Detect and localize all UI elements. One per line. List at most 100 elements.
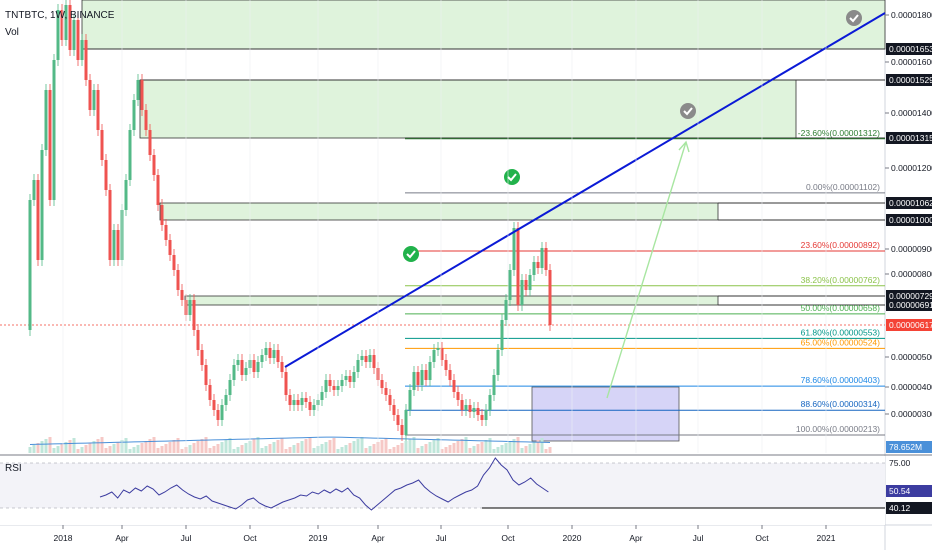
- volume-bar: [192, 443, 196, 453]
- price-badge-label: 0.00001315: [889, 133, 932, 143]
- candle-body: [128, 130, 132, 180]
- volume-bar: [328, 440, 332, 453]
- candle-body: [272, 350, 276, 358]
- candle-body: [428, 362, 432, 380]
- candle-body: [268, 348, 272, 358]
- volume-bar: [268, 444, 272, 453]
- candle-body: [112, 230, 116, 260]
- volume-bar: [280, 438, 284, 453]
- volume-bar: [412, 437, 416, 453]
- candle-body: [476, 408, 480, 415]
- volume-bar: [240, 445, 244, 453]
- target-box[interactable]: [531, 386, 680, 442]
- volume-bar: [312, 448, 316, 453]
- candle-body: [424, 370, 428, 380]
- candle-body: [292, 400, 296, 405]
- volume-bar: [304, 439, 308, 453]
- volume-bar: [168, 442, 172, 453]
- candle-body: [208, 385, 212, 400]
- volume-bar: [256, 437, 260, 453]
- fib-level-label: 88.60%(0.00000314): [801, 399, 881, 409]
- candle-body: [60, 10, 64, 40]
- candle-body: [324, 380, 328, 392]
- volume-bar: [336, 449, 340, 453]
- candle-body: [144, 110, 148, 130]
- time-tick-label: Oct: [243, 533, 257, 543]
- symbol-title[interactable]: TNTBTC, 1W, BINANCE: [5, 10, 115, 21]
- candle-body: [56, 10, 60, 60]
- volume-bar: [368, 446, 372, 453]
- price-tick-label: 0.00000400: [891, 382, 932, 392]
- volume-bar: [272, 442, 276, 453]
- fib-level-label: 38.20%(0.00000762): [801, 275, 881, 285]
- volume-bar: [84, 445, 88, 453]
- candle-body: [188, 300, 192, 315]
- volume-bar: [88, 443, 92, 453]
- candle-body: [256, 362, 260, 372]
- candle-body: [524, 280, 528, 290]
- price-badge-label: 0.00001062: [889, 198, 932, 208]
- candle-body: [456, 392, 460, 400]
- volume-bar: [124, 438, 128, 453]
- time-tick-label: Jul: [693, 533, 704, 543]
- time-axis[interactable]: 2018 Apr Jul Oct 2019 Apr Jul Oct 2020 Apr Jul Oct 2…: [54, 0, 836, 543]
- candle-body: [140, 80, 144, 110]
- main-pane[interactable]: [0, 0, 885, 453]
- volume-bar: [308, 437, 312, 453]
- ascending-trendline[interactable]: [284, 12, 886, 368]
- check-icon: [680, 103, 696, 119]
- volume-bar: [468, 448, 472, 453]
- price-tick-label: 0.00001400: [891, 108, 932, 118]
- candle-body: [300, 398, 304, 405]
- candle-body: [88, 80, 92, 110]
- volume-bar: [36, 443, 40, 453]
- volume-bar: [96, 439, 100, 453]
- candle-body: [344, 376, 348, 380]
- candle-body: [348, 376, 352, 382]
- candle-body: [520, 280, 524, 305]
- volume-bar: [200, 439, 204, 453]
- volume-bar: [440, 449, 444, 453]
- candle-body: [532, 262, 536, 275]
- volume-bar: [252, 439, 256, 453]
- volume-bar: [144, 441, 148, 453]
- volume-bar: [320, 444, 324, 453]
- candle-body: [352, 372, 356, 382]
- price-axis[interactable]: 0.00001800 0.00001600 0.00001400 0.00001200…: [885, 10, 932, 419]
- volume-bar: [56, 446, 60, 453]
- volume-bar: [32, 445, 36, 453]
- volume-bar: [68, 440, 72, 453]
- volume-bar: [480, 442, 484, 453]
- projection-arrow[interactable]: [606, 140, 690, 399]
- candle-body: [460, 400, 464, 410]
- candle-body: [176, 270, 180, 290]
- volume-bar: [208, 448, 212, 453]
- candle-body: [332, 386, 336, 390]
- fib-level-label: 78.60%(0.00000403): [801, 375, 881, 385]
- price-badge: [886, 132, 932, 144]
- volume-bar: [408, 439, 412, 453]
- volume-bar: [48, 437, 52, 453]
- candle-body: [504, 300, 508, 320]
- volume-bar: [508, 441, 512, 453]
- svg-text:40.12: 40.12: [889, 503, 911, 513]
- resistance-zone-1062[interactable]: [159, 202, 719, 221]
- resistance-zone-1529[interactable]: [139, 79, 797, 139]
- zones: [81, 0, 886, 442]
- check-icon: [846, 10, 862, 26]
- candle-body: [260, 355, 264, 362]
- volume-bar: [116, 442, 120, 453]
- volume-bar: [128, 449, 132, 453]
- rsi-pane[interactable]: [0, 456, 885, 525]
- resistance-zone-top[interactable]: [81, 0, 886, 50]
- volume-bar: [244, 443, 248, 453]
- price-badge: [886, 214, 932, 226]
- candle-body: [388, 395, 392, 405]
- volume-bar: [232, 449, 236, 453]
- volume-bar: [488, 438, 492, 453]
- candle-body: [200, 350, 204, 365]
- fibonacci-retracement[interactable]: -23.60%(0.00001312) 0.00%(0.00001102) 23.6…: [405, 128, 885, 436]
- time-tick-label: 2021: [817, 533, 836, 543]
- time-tick-label: 2019: [309, 533, 328, 543]
